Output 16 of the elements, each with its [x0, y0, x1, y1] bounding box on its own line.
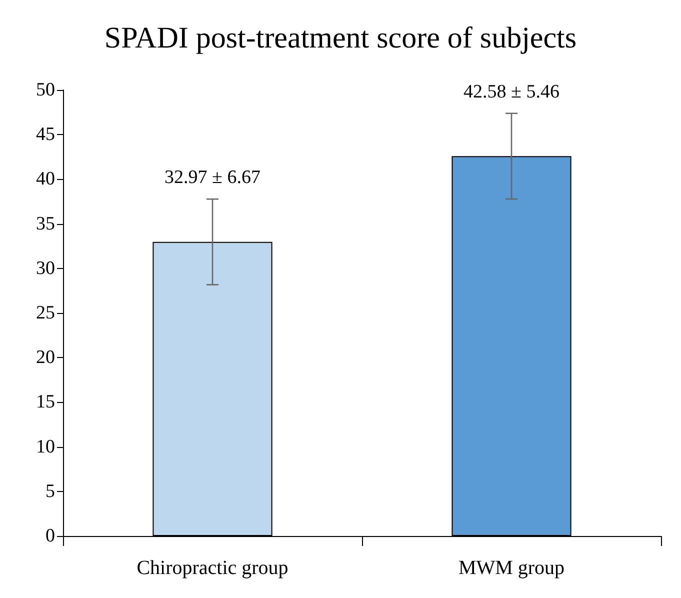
x-tick-label: MWM group [458, 557, 565, 579]
y-tick-label: 40 [36, 168, 55, 190]
chart-title: SPADI post-treatment score of subjects [104, 22, 577, 54]
y-tick-label: 0 [46, 526, 55, 546]
y-tick-label: 45 [36, 124, 55, 146]
y-tick-label: 5 [46, 480, 55, 502]
y-tick-label: 50 [36, 80, 55, 100]
y-tick-label: 25 [36, 302, 55, 324]
y-tick-label: 30 [36, 258, 55, 279]
data-label: 42.58 ± 5.46 [464, 81, 560, 102]
y-tick-label: 15 [36, 392, 55, 413]
y-tick-label: 20 [36, 347, 55, 368]
x-tick-label: Chiropractic group [136, 557, 288, 579]
data-label: 32.97 ± 6.67 [164, 167, 260, 188]
y-tick-label: 10 [36, 436, 55, 458]
y-tick-label: 35 [36, 213, 55, 234]
